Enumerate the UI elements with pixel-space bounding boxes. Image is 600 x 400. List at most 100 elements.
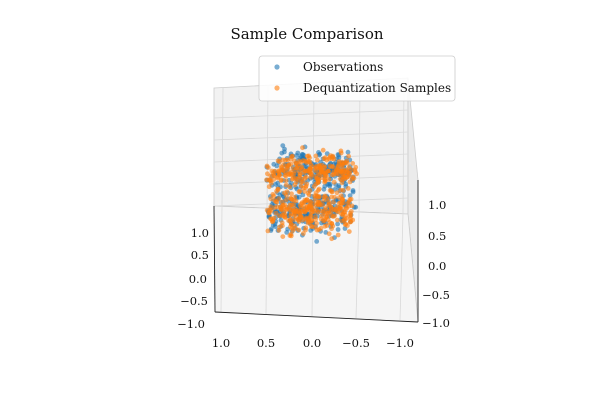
- dequantization-sample-point: [287, 171, 293, 176]
- dequantization-sample-point: [292, 194, 298, 200]
- dequantization-sample-point: [331, 179, 337, 185]
- chart-title: Sample Comparison: [230, 25, 383, 43]
- dequantization-sample-point: [273, 210, 279, 216]
- x-tick-label: −1.0: [386, 336, 414, 350]
- dequantization-sample-point: [329, 172, 335, 178]
- dequantization-sample-point: [326, 177, 332, 182]
- observation-point: [314, 239, 320, 244]
- dequantization-sample-point: [289, 225, 295, 231]
- grid-line-floor: [220, 205, 223, 313]
- y-tick-labels: 1.0 0.5 0.0 −0.5 −1.0: [177, 226, 209, 331]
- observation-point: [321, 186, 327, 192]
- dequantization-sample-point: [303, 174, 309, 180]
- dequantization-sample-point: [297, 188, 303, 194]
- y-tick-label: 0.5: [191, 248, 209, 262]
- dequantization-sample-point: [314, 221, 319, 226]
- dequantization-sample-point: [299, 176, 305, 182]
- dequantization-sample-point: [326, 231, 332, 237]
- dequantization-sample-point: [334, 190, 340, 196]
- dequantization-sample-point: [323, 173, 328, 179]
- dequantization-sample-point: [290, 153, 295, 159]
- dequantization-sample-point: [324, 195, 330, 201]
- dequantization-sample-point: [265, 228, 271, 234]
- dequantization-sample-point: [320, 147, 326, 153]
- dequantization-sample-point: [338, 176, 343, 182]
- dequantization-sample-point: [306, 219, 312, 225]
- dequantization-sample-point: [268, 196, 274, 202]
- z-tick-labels: 1.0 0.5 0.0 −0.5 −1.0: [422, 198, 450, 330]
- z-tick-label: 0.0: [428, 259, 446, 273]
- x-tick-label: 0.5: [257, 336, 275, 350]
- dequantization-sample-point: [332, 194, 337, 200]
- dequantization-sample-point: [266, 184, 272, 190]
- dequantization-sample-point: [297, 158, 302, 164]
- dequantization-sample-point: [276, 170, 282, 176]
- dequantization-sample-point: [272, 205, 278, 210]
- grid-line-vertical: [402, 79, 405, 215]
- dequantization-sample-point: [352, 167, 358, 173]
- observation-point: [295, 150, 301, 156]
- dequantization-sample-point: [291, 217, 297, 223]
- z-tick-label: −1.0: [422, 316, 450, 330]
- dequantization-sample-point: [280, 203, 285, 208]
- dequantization-sample-point: [329, 236, 335, 242]
- legend-label-observations: Observations: [303, 60, 383, 74]
- dequantization-sample-point: [331, 199, 336, 205]
- dequantization-sample-point: [303, 185, 308, 191]
- legend-box: [258, 55, 456, 102]
- dequantization-sample-point: [306, 153, 312, 159]
- legend[interactable]: Observations Dequantization Samples: [258, 55, 456, 102]
- dequantization-sample-point: [340, 212, 346, 218]
- dequantization-sample-point: [310, 209, 315, 215]
- x-tick-label: 0.0: [303, 336, 321, 350]
- dequantization-sample-point: [264, 163, 270, 169]
- dequantization-sample-point: [346, 153, 351, 159]
- observation-point: [335, 227, 341, 232]
- observation-point: [350, 189, 356, 195]
- dequantization-sample-point: [294, 165, 299, 171]
- dequantization-sample-point: [297, 172, 303, 178]
- x-tick-label: −0.5: [342, 336, 370, 350]
- grid-line-horizontal: [213, 109, 409, 119]
- dequantization-sample-point: [288, 233, 294, 239]
- dequantization-sample-point: [274, 188, 279, 194]
- dequantization-sample-point: [336, 195, 342, 201]
- observation-point: [316, 150, 321, 155]
- dequantization-sample-point: [349, 176, 355, 182]
- y-tick-label: −0.5: [180, 294, 208, 308]
- dequantization-sample-point: [331, 207, 337, 212]
- dequantization-sample-point: [339, 218, 345, 224]
- dequantization-sample-point: [322, 223, 328, 229]
- y-tick-label: 1.0: [191, 226, 209, 240]
- dequantization-sample-point: [287, 202, 293, 208]
- grid-line-vertical: [358, 81, 361, 213]
- dequantization-sample-point: [315, 209, 321, 215]
- dequantization-sample-point: [298, 205, 304, 211]
- dequantization-sample-point: [307, 166, 312, 172]
- dequantization-sample-point: [305, 203, 310, 209]
- dequantization-sample-point: [285, 157, 291, 163]
- dequantization-sample-point: [277, 159, 282, 165]
- dequantization-sample-point: [342, 176, 347, 182]
- dequantization-sample-point: [347, 213, 353, 219]
- dequantization-sample-point: [339, 180, 345, 186]
- dequantization-sample-point: [287, 184, 293, 190]
- series-dequantization-samples: [264, 145, 360, 242]
- grid-line-floor: [355, 211, 360, 319]
- dequantization-sample-point: [279, 177, 284, 183]
- legend-marker-observations: [274, 64, 280, 70]
- dequantization-sample-point: [283, 182, 289, 188]
- dequantization-sample-point: [326, 208, 332, 214]
- dequantization-sample-point: [308, 199, 314, 204]
- x-axis-line: [214, 311, 419, 323]
- dequantization-sample-point: [315, 180, 321, 185]
- dequantization-sample-point: [271, 215, 277, 221]
- dequantization-sample-point: [334, 217, 340, 223]
- observation-point: [273, 181, 278, 187]
- dequantization-sample-point: [292, 182, 298, 188]
- dequantization-sample-point: [321, 209, 326, 215]
- dequantization-sample-point: [267, 207, 273, 213]
- observation-point: [336, 183, 342, 189]
